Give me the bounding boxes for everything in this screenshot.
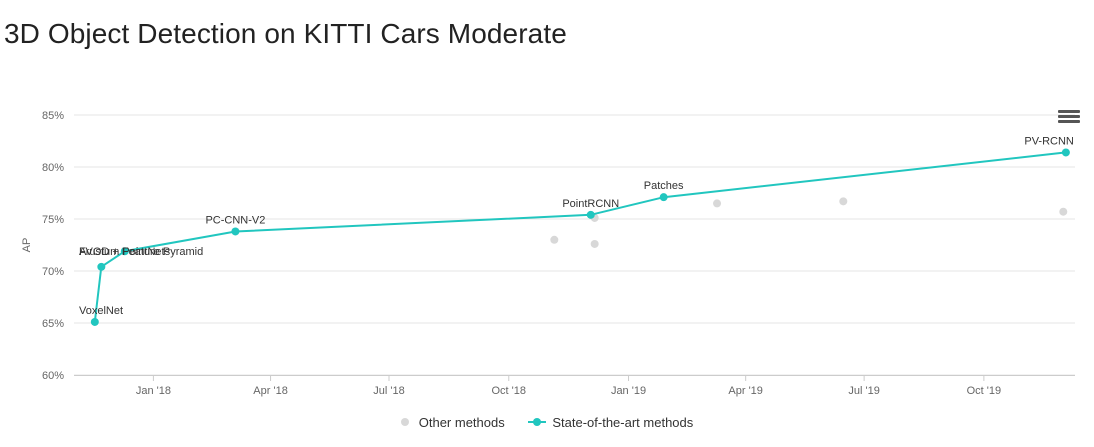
- sota-point-label: PC-CNN-V2: [205, 214, 265, 226]
- other-method-point[interactable]: [1059, 207, 1068, 216]
- sota-point[interactable]: [97, 262, 106, 271]
- legend-other-marker-icon: [400, 418, 409, 426]
- legend-other-label: Other methods: [418, 414, 505, 430]
- other-method-point[interactable]: [590, 239, 599, 248]
- sota-point-label: PV-RCNN: [1024, 135, 1074, 147]
- grid-layer: [74, 114, 1075, 376]
- x-tick-label: Jan '19: [611, 385, 646, 397]
- y-tick-label: 75%: [42, 214, 64, 226]
- legend-sota-marker-icon: [528, 418, 547, 426]
- sota-point[interactable]: [1061, 148, 1070, 157]
- sota-line: [93, 151, 1067, 323]
- menu-bar: [1058, 120, 1080, 123]
- legend-sota-label: State-of-the-art methods: [552, 414, 694, 430]
- sota-point[interactable]: [90, 317, 99, 326]
- sota-point-label: VoxelNet: [79, 305, 123, 317]
- other-method-point[interactable]: [713, 199, 722, 208]
- menu-bar: [1058, 115, 1080, 118]
- axis-layer: 60% 65% 70% 75% 80% 85% Jan '18 Apr '18 Jul '18 O…: [21, 110, 1075, 397]
- sota-point-label: Patches: [644, 180, 684, 192]
- sota-point[interactable]: [231, 227, 240, 236]
- x-tick-label: Jul '18: [373, 385, 404, 397]
- y-tick-label: 65%: [42, 318, 64, 330]
- hamburger-menu-icon[interactable]: [1058, 108, 1080, 126]
- sota-point-label: AVOD + Feature Pyramid: [79, 246, 203, 258]
- legend-item-other[interactable]: Other methods: [400, 414, 505, 430]
- menu-bar: [1058, 110, 1080, 113]
- y-tick-label: 70%: [42, 266, 64, 278]
- x-tick-label: Apr '19: [728, 385, 763, 397]
- x-tick-label: Jan '18: [136, 385, 171, 397]
- other-method-point[interactable]: [550, 235, 559, 244]
- sota-point-label: Frustum PointNets: [79, 246, 171, 258]
- x-tick-label: Oct '18: [492, 385, 527, 397]
- other-method-point[interactable]: [839, 197, 848, 206]
- x-tick-label: Jul '19: [848, 385, 879, 397]
- y-axis-label: AP: [21, 238, 33, 253]
- sota-point-label: PointRCNN: [562, 198, 619, 210]
- y-tick-label: 85%: [42, 110, 64, 122]
- x-tick-label: Oct '19: [967, 385, 1002, 397]
- legend-item-sota[interactable]: State-of-the-art methods: [528, 415, 693, 430]
- y-tick-label: 80%: [42, 162, 64, 174]
- sota-layer: [90, 148, 1070, 326]
- sota-point[interactable]: [120, 247, 129, 256]
- sota-point[interactable]: [659, 193, 668, 202]
- x-tick-label: Apr '18: [253, 385, 288, 397]
- y-tick-label: 60%: [42, 370, 64, 382]
- sota-point[interactable]: [586, 210, 595, 219]
- chart-legend: Other methods State-of-the-art methods: [0, 414, 1094, 430]
- page-title: 3D Object Detection on KITTI Cars Modera…: [4, 18, 567, 49]
